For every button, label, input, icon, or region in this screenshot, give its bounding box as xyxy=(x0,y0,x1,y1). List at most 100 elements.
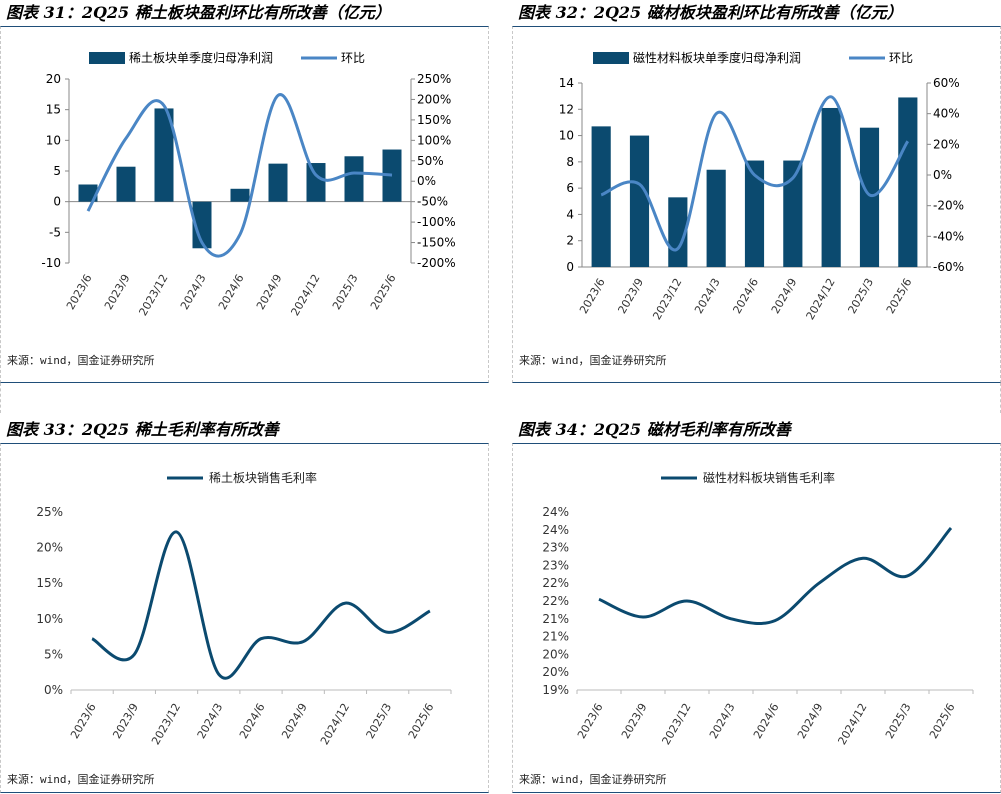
fig31-right-tick-2: -100% xyxy=(417,215,456,229)
fig33-x-tick-1: 2023/9 xyxy=(110,701,141,741)
fig32-left-tick-5: 10 xyxy=(559,129,574,143)
fig32-bar-7 xyxy=(860,128,879,267)
chart-31: 稀土板块单季度归母净利润环比-10-505101520-200%-150%-10… xyxy=(1,27,490,384)
chart-title-31: 图表 31：2Q25 稀土板块盈利环比有所改善（亿元） xyxy=(6,0,391,26)
fig34-y-tick-7: 23% xyxy=(542,558,569,572)
fig31-left-tick-2: 0 xyxy=(53,195,61,209)
fig31-x-tick-7: 2025/3 xyxy=(330,272,361,312)
fig33-legend-line-label: 稀土板块销售毛利率 xyxy=(209,470,317,485)
fig31-right-tick-0: -200% xyxy=(417,256,456,270)
fig32-x-tick-4: 2024/6 xyxy=(730,276,761,316)
fig34-x-tick-7: 2025/3 xyxy=(883,701,914,741)
fig32-x-tick-0: 2023/6 xyxy=(577,276,608,316)
fig32-bar-8 xyxy=(898,97,917,267)
fig31-right-tick-3: -50% xyxy=(417,195,448,209)
fig32-legend-bar-label: 磁性材料板块单季度归母净利润 xyxy=(633,50,801,65)
fig32-bar-3 xyxy=(707,170,726,267)
fig32-left-tick-7: 14 xyxy=(559,76,574,90)
fig31-legend-bar-swatch xyxy=(89,52,125,64)
fig31-bar-4 xyxy=(231,189,250,202)
fig34-x-tick-8: 2025/6 xyxy=(927,701,958,741)
fig34-y-tick-4: 21% xyxy=(542,612,569,626)
fig31-x-tick-0: 2023/6 xyxy=(64,272,95,312)
fig31-right-tick-9: 250% xyxy=(417,72,451,86)
source-note-32: 来源：wind，国金证券研究所 xyxy=(519,352,667,368)
fig34-x-tick-5: 2024/9 xyxy=(795,701,826,741)
fig34-y-tick-10: 24% xyxy=(542,505,569,519)
fig31-x-tick-5: 2024/9 xyxy=(254,272,285,312)
fig32-right-tick-5: 40% xyxy=(933,107,960,121)
fig34-legend-line-label: 磁性材料板块销售毛利率 xyxy=(703,470,835,485)
fig32-left-tick-3: 6 xyxy=(566,181,574,195)
fig34-x-tick-3: 2024/3 xyxy=(707,701,738,741)
fig31-right-tick-5: 50% xyxy=(417,154,444,168)
fig31-bar-1 xyxy=(117,167,136,202)
fig32-left-tick-2: 4 xyxy=(566,207,574,221)
fig32-bar-1 xyxy=(630,136,649,267)
fig34-y-tick-2: 20% xyxy=(542,647,569,661)
fig31-left-tick-1: -5 xyxy=(49,225,61,239)
fig31-right-tick-8: 200% xyxy=(417,92,451,106)
fig31-bar-6 xyxy=(307,163,326,202)
fig32-left-tick-4: 8 xyxy=(566,155,574,169)
fig31-left-tick-5: 15 xyxy=(46,103,61,117)
fig34-y-tick-1: 20% xyxy=(542,665,569,679)
fig31-legend-bar-label: 稀土板块单季度归母净利润 xyxy=(129,50,273,65)
fig31-x-tick-3: 2024/3 xyxy=(178,272,209,312)
fig33-x-tick-4: 2024/6 xyxy=(237,701,268,741)
fig32-right-tick-0: -60% xyxy=(933,260,964,274)
fig34-x-tick-1: 2023/9 xyxy=(619,701,650,741)
fig34-y-tick-6: 22% xyxy=(542,576,569,590)
fig33-y-tick-2: 10% xyxy=(36,612,63,626)
fig34-x-tick-2: 2023/12 xyxy=(659,701,693,747)
fig32-right-tick-2: -20% xyxy=(933,199,964,213)
fig31-x-tick-8: 2025/6 xyxy=(368,272,399,312)
fig31-x-tick-6: 2024/12 xyxy=(288,272,322,318)
panel-gap xyxy=(0,383,1001,413)
fig31-x-tick-4: 2024/6 xyxy=(216,272,247,312)
fig34-gross-margin-line xyxy=(599,528,951,623)
fig33-x-tick-6: 2024/12 xyxy=(318,701,352,747)
fig33-y-tick-3: 15% xyxy=(36,576,63,590)
fig32-right-tick-6: 60% xyxy=(933,76,960,90)
fig31-right-tick-4: 0% xyxy=(417,174,436,188)
fig32-right-tick-1: -40% xyxy=(933,229,964,243)
source-note-34: 来源：wind，国金证券研究所 xyxy=(519,771,667,787)
fig32-x-tick-7: 2025/3 xyxy=(845,276,876,316)
fig31-left-tick-6: 20 xyxy=(46,72,61,86)
fig31-left-tick-3: 5 xyxy=(53,164,61,178)
fig32-left-tick-0: 0 xyxy=(566,260,574,274)
fig32-legend-line-label: 环比 xyxy=(889,51,913,65)
fig34-x-tick-4: 2024/6 xyxy=(751,701,782,741)
source-note-33: 来源：wind，国金证券研究所 xyxy=(7,771,155,787)
fig32-x-tick-3: 2024/3 xyxy=(692,276,723,316)
fig34-x-tick-6: 2024/12 xyxy=(835,701,869,747)
fig32-x-tick-1: 2023/9 xyxy=(615,276,646,316)
fig33-y-tick-4: 20% xyxy=(36,541,63,555)
fig32-x-tick-8: 2025/6 xyxy=(884,276,915,316)
chart-title-32: 图表 32：2Q25 磁材板块盈利环比有所改善（亿元） xyxy=(518,0,903,26)
fig32-right-tick-4: 20% xyxy=(933,137,960,151)
fig32-x-tick-2: 2023/12 xyxy=(650,276,684,322)
fig32-x-tick-6: 2024/12 xyxy=(804,276,838,322)
fig31-legend-line-label: 环比 xyxy=(341,51,365,65)
fig31-right-tick-6: 100% xyxy=(417,133,451,147)
fig34-y-tick-3: 21% xyxy=(542,630,569,644)
fig32-legend-bar-swatch xyxy=(593,52,629,64)
fig33-y-tick-1: 5% xyxy=(44,647,63,661)
fig33-gross-margin-line xyxy=(92,532,430,678)
chart-34: 磁性材料板块销售毛利率19%20%20%21%21%22%22%23%23%24… xyxy=(513,444,1001,794)
chart-32: 磁性材料板块单季度归母净利润环比02468101214-60%-40%-20%0… xyxy=(513,27,1001,384)
chart-title-33: 图表 33：2Q25 稀土毛利率有所改善 xyxy=(6,417,279,443)
fig31-left-tick-4: 10 xyxy=(46,133,61,147)
fig31-bar-7 xyxy=(345,156,364,201)
fig32-left-tick-6: 12 xyxy=(559,102,574,116)
fig34-y-tick-0: 19% xyxy=(542,683,569,697)
fig34-x-tick-0: 2023/6 xyxy=(575,701,606,741)
fig31-x-tick-2: 2023/12 xyxy=(136,272,170,318)
